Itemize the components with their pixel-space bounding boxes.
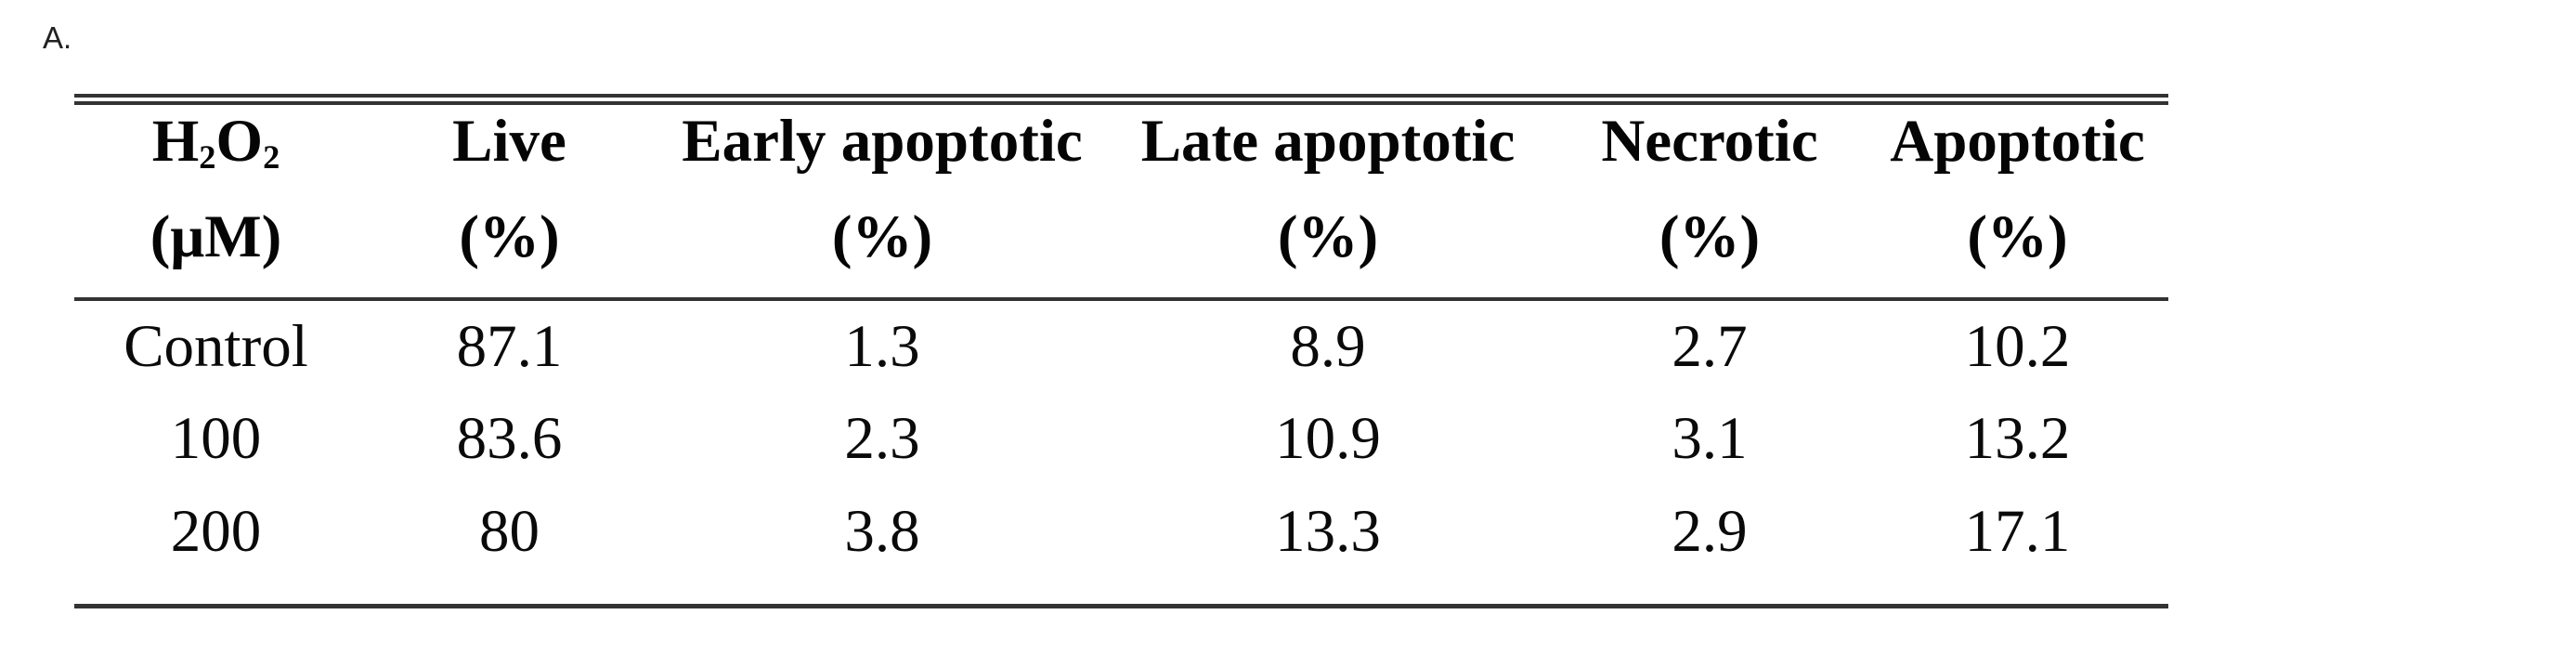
formula-h: H [151,107,200,175]
header-cell-h2o2: H2O2 [74,99,358,177]
row-label: 200 [170,497,262,565]
results-table: H2O2 Live Early apoptotic Late apoptotic… [74,94,2168,608]
table-cell: 10.9 [1275,404,1381,472]
table-cell: 13.3 [1275,497,1381,565]
header-unit-row: (μM) (%) (%) (%) (%) (%) [74,177,2168,301]
row-label: 100 [170,404,262,472]
table-cell: 13.2 [1964,404,2071,472]
unit-cell-apoptotic: (%) [1867,177,2168,301]
h2o2-formula: H2O2 [152,108,280,175]
table-body: Control 87.1 1.3 8.9 2.7 10.2 100 83.6 2… [74,299,2168,606]
table-cell: 3.8 [844,497,920,565]
table-row-100: 100 83.6 2.3 10.9 3.1 13.2 [74,392,2168,485]
header-cell-live: Live [452,107,566,175]
table-cell: 80 [479,497,540,565]
panel-label: A. [43,20,72,55]
table-row-200: 200 80 3.8 13.3 2.9 17.1 [74,485,2168,578]
formula-sub-2a: 2 [199,137,216,176]
unit-cell-early-apoptotic: (%) [661,177,1103,301]
table-cell: 83.6 [456,404,563,472]
formula-sub-2b: 2 [263,137,280,176]
table-cell: 1.3 [844,312,920,380]
table-row-control: Control 87.1 1.3 8.9 2.7 10.2 [74,299,2168,392]
table-cell: 2.7 [1672,312,1748,380]
table-cell: 87.1 [456,312,563,380]
unit-cell-um: (μM) [74,177,358,301]
table-header: H2O2 Live Early apoptotic Late apoptotic… [74,99,2168,301]
table-cell: 2.3 [844,404,920,472]
unit-cell-late-apoptotic: (%) [1103,177,1553,301]
header-name-row: H2O2 Live Early apoptotic Late apoptotic… [74,99,2168,177]
table-cell: 3.1 [1672,404,1748,472]
header-cell-apoptotic: Apoptotic [1890,107,2145,175]
unit-cell-live: (%) [358,177,661,301]
header-cell-necrotic: Necrotic [1601,107,1818,175]
formula-o: O [215,107,264,175]
row-label: Control [124,312,308,380]
header-cell-early-apoptotic: Early apoptotic [682,107,1083,175]
table-cell: 17.1 [1964,497,2071,565]
table-cell: 2.9 [1672,497,1748,565]
unit-cell-necrotic: (%) [1553,177,1867,301]
table-cell: 8.9 [1290,312,1366,380]
header-cell-late-apoptotic: Late apoptotic [1140,107,1516,175]
table-cell: 10.2 [1964,312,2071,380]
table-bottom-spacer [74,578,2168,606]
